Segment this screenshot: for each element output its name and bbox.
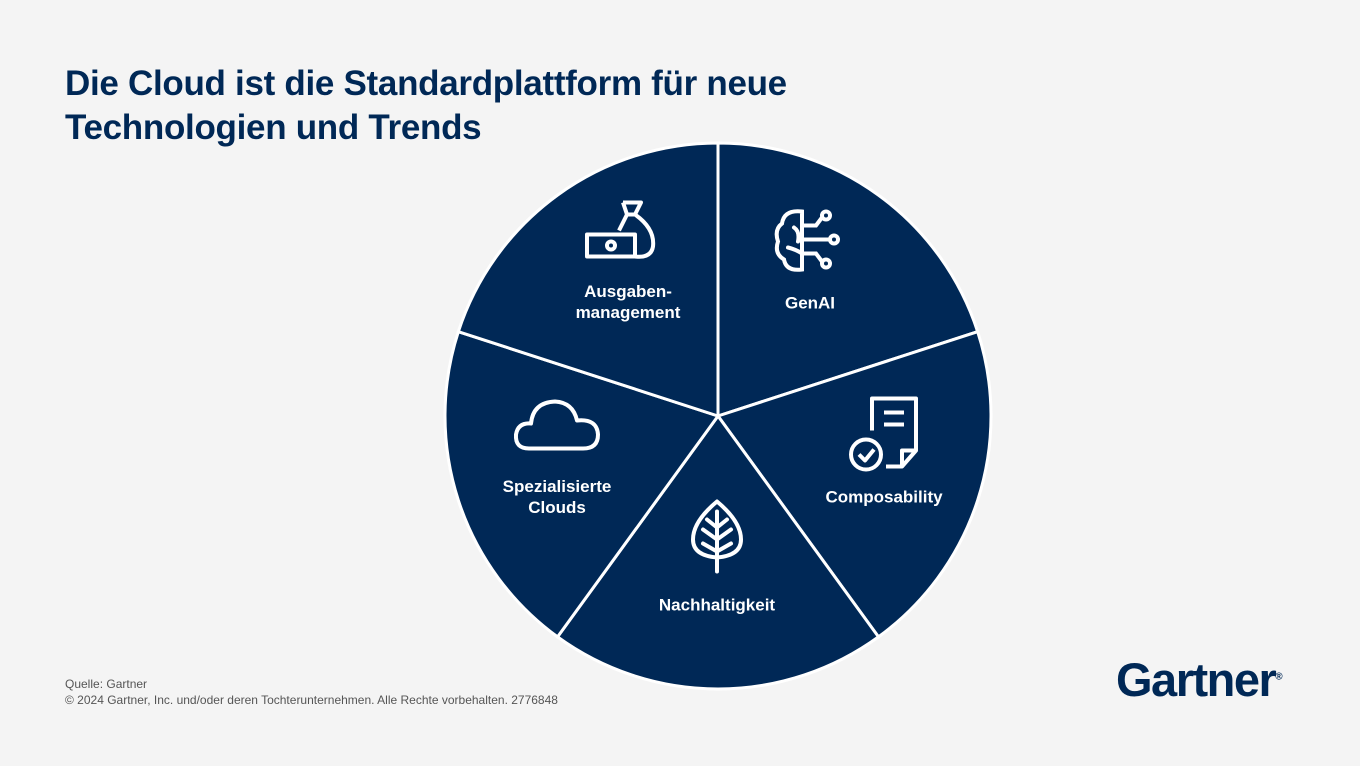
brain-circuit-icon <box>772 208 844 279</box>
gartner-logo: Gartner® <box>1116 653 1283 706</box>
pie-segment-genai <box>716 141 980 419</box>
pie-segment-ausgaben-management <box>456 141 720 419</box>
page-title: Die Cloud ist die Standardplattform für … <box>65 64 787 147</box>
leaf-icon <box>689 498 745 579</box>
segment-label-nachhaltigkeit: Nachhaltigkeit <box>658 595 776 615</box>
pie-segment-composability <box>715 329 993 639</box>
pie-segment-spezialisierte-clouds <box>443 329 721 639</box>
document-check-icon <box>846 395 922 478</box>
cloud-icon <box>513 397 601 458</box>
segment-label-genai: GenAI <box>784 293 836 313</box>
footer-source: Quelle: Gartner © 2024 Gartner, Inc. und… <box>65 677 558 707</box>
money-bag-icon <box>583 197 663 268</box>
segment-label-spezialisierte-clouds: Spezialisierte Clouds <box>502 477 612 517</box>
segment-label-composability: Composability <box>825 487 943 507</box>
segment-label-ausgabenmanagement: Ausgaben-management <box>575 282 681 322</box>
